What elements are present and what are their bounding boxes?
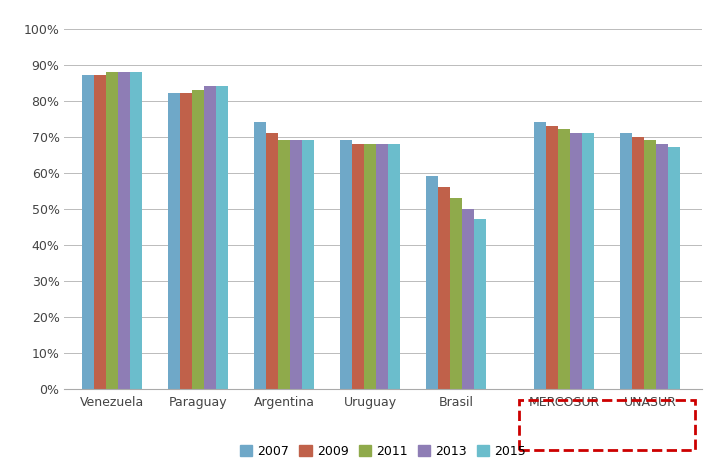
Bar bbox=[463, 209, 474, 389]
Bar bbox=[656, 144, 668, 389]
Bar bbox=[168, 93, 180, 389]
Bar bbox=[118, 72, 130, 389]
Bar bbox=[254, 122, 266, 389]
Bar bbox=[204, 86, 216, 389]
Bar bbox=[570, 133, 582, 389]
Bar bbox=[426, 176, 438, 389]
Bar bbox=[180, 93, 192, 389]
Bar bbox=[582, 133, 594, 389]
Bar bbox=[94, 75, 106, 389]
Bar bbox=[546, 126, 558, 389]
Bar bbox=[450, 198, 463, 389]
Bar bbox=[644, 140, 656, 389]
Bar bbox=[216, 86, 228, 389]
Bar bbox=[290, 140, 302, 389]
Bar bbox=[130, 72, 142, 389]
Bar bbox=[388, 144, 400, 389]
Bar bbox=[266, 133, 278, 389]
Bar bbox=[533, 122, 546, 389]
Bar bbox=[668, 147, 680, 389]
Bar bbox=[340, 140, 352, 389]
Bar bbox=[620, 133, 632, 389]
Bar bbox=[192, 90, 204, 389]
Bar bbox=[438, 187, 450, 389]
Bar bbox=[106, 72, 118, 389]
Bar bbox=[558, 129, 570, 389]
Bar bbox=[364, 144, 376, 389]
Bar bbox=[278, 140, 290, 389]
Bar bbox=[376, 144, 388, 389]
Bar bbox=[519, 400, 695, 450]
Bar bbox=[474, 219, 486, 389]
Bar bbox=[352, 144, 364, 389]
Bar bbox=[302, 140, 314, 389]
Bar bbox=[82, 75, 94, 389]
Bar bbox=[632, 137, 644, 389]
Legend: 2007, 2009, 2011, 2013, 2015: 2007, 2009, 2011, 2013, 2015 bbox=[235, 440, 531, 463]
